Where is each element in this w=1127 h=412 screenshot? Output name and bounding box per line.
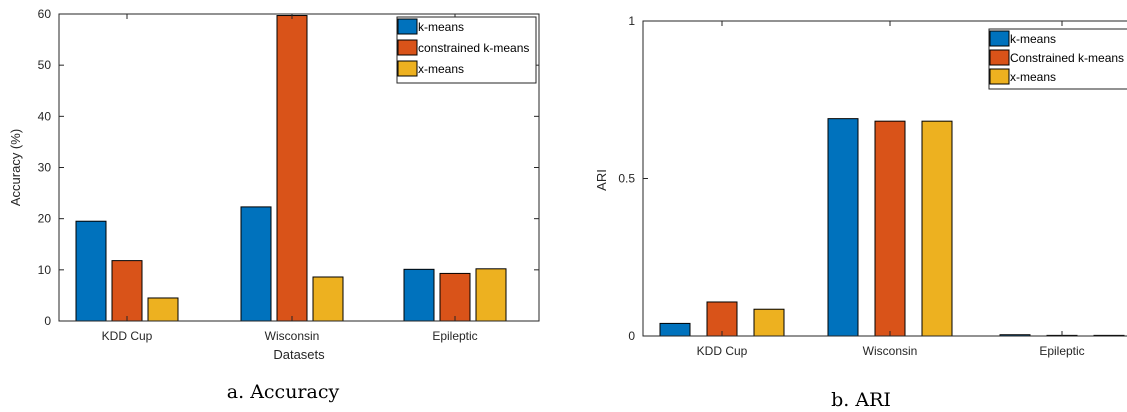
chart-ari: 00.51 KDD Cup Wisconsin Epileptic ARI k-me… <box>594 14 1127 411</box>
y-tick-label: 1 <box>628 14 635 28</box>
legend-label: x-means <box>418 62 464 76</box>
bar-kdd-cup-k-means <box>659 322 691 337</box>
y-tick-label: 40 <box>38 109 52 123</box>
x-ticks-ari: KDD Cup Wisconsin Epileptic <box>697 21 1085 358</box>
bar-epileptic-k-means <box>403 268 435 322</box>
legend-box-accuracy <box>396 16 537 84</box>
x-tick-label: Epileptic <box>1039 344 1084 358</box>
legend-ari: k-means Constrained k-means x-means <box>988 28 1127 90</box>
y-axis-label-ari: ARI <box>594 169 609 191</box>
legend-swatch <box>397 60 418 77</box>
legend-swatch <box>989 49 1010 66</box>
bar-kdd-cup-x-means <box>753 308 785 337</box>
x-axis-label-accuracy: Datasets <box>273 347 325 362</box>
bar-kdd-cup-x-means <box>147 297 179 322</box>
y-tick-label: 30 <box>38 161 52 175</box>
x-tick-label: Wisconsin <box>265 329 320 343</box>
x-tick-label: Wisconsin <box>863 344 918 358</box>
x-tick-label: Epileptic <box>432 329 477 343</box>
y-tick-label: 0 <box>628 329 635 343</box>
legend-label: Constrained k-means <box>1010 51 1124 65</box>
legend-swatch <box>989 68 1010 85</box>
bar-epileptic-x-means <box>475 268 507 322</box>
bar-wisconsin-k-means <box>240 206 272 322</box>
legend-label: k-means <box>1010 32 1056 46</box>
bar-kdd-cup-k-means <box>75 220 107 322</box>
bar-wisconsin-x-means <box>921 120 953 337</box>
bar-kdd-cup-constrained-k-means <box>706 301 738 337</box>
legend-swatch <box>989 30 1010 47</box>
x-ticks-accuracy: KDD Cup Wisconsin Epileptic <box>102 14 478 343</box>
y-axis-label-accuracy: Accuracy (%) <box>8 129 23 206</box>
bar-kdd-cup-constrained-k-means <box>111 260 143 322</box>
legend-box-ari <box>988 28 1127 90</box>
bar-epileptic-constrained-k-means <box>439 272 471 322</box>
legend-label: constrained k-means <box>418 41 529 55</box>
bars-accuracy <box>75 15 507 322</box>
legend-label: k-means <box>418 20 464 34</box>
y-tick-label: 60 <box>38 7 52 21</box>
bar-wisconsin-x-means <box>312 276 344 322</box>
x-tick-label: KDD Cup <box>697 344 748 358</box>
legend-swatch <box>397 39 418 56</box>
bar-wisconsin-constrained-k-means <box>276 15 308 322</box>
legend-swatch <box>397 18 418 35</box>
x-tick-label: KDD Cup <box>102 329 153 343</box>
bar-wisconsin-k-means <box>827 118 859 337</box>
caption-accuracy: a. Accuracy <box>227 381 340 403</box>
caption-ari: b. ARI <box>831 389 891 411</box>
bar-wisconsin-constrained-k-means <box>874 120 906 337</box>
bars-ari <box>659 118 1125 337</box>
y-tick-label: 50 <box>38 58 52 72</box>
y-tick-label: 10 <box>38 263 52 277</box>
y-ticks-ari: 00.51 <box>618 14 648 343</box>
legend-accuracy: k-means constrained k-means x-means <box>396 16 537 84</box>
y-tick-label: 0 <box>44 314 51 328</box>
y-ticks-accuracy: 0 10 20 30 40 50 60 <box>38 7 539 328</box>
y-tick-label: 20 <box>38 212 52 226</box>
y-tick-label: 0.5 <box>618 172 635 186</box>
legend-label: x-means <box>1010 70 1056 84</box>
